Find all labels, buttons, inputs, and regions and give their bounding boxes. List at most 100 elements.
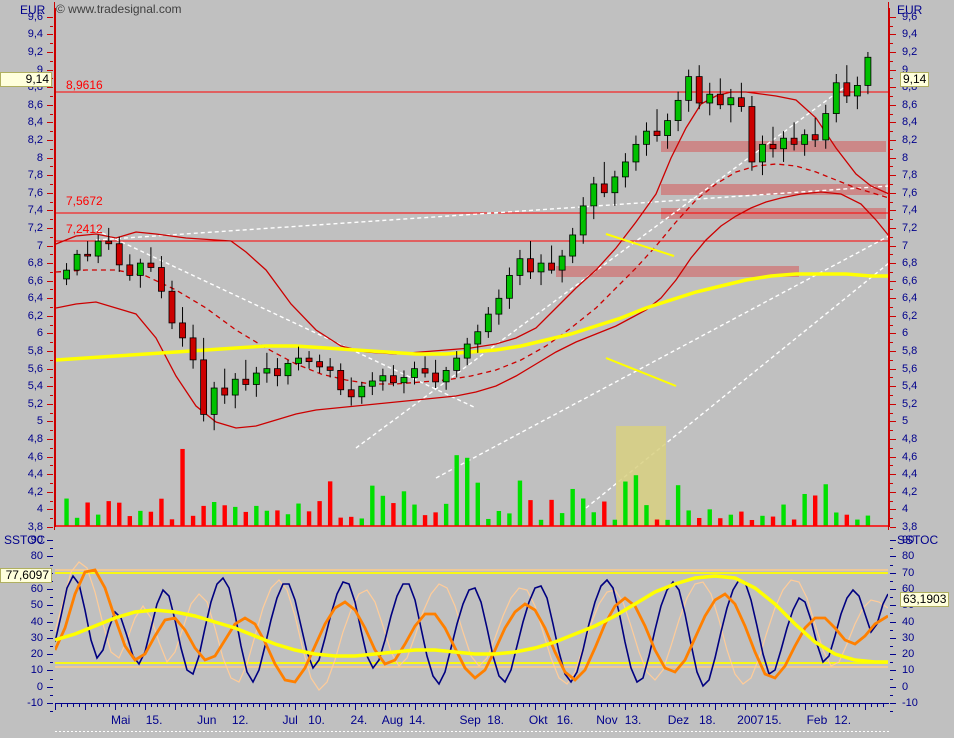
volume-bar bbox=[791, 519, 797, 526]
price-minor-tick bbox=[50, 465, 53, 467]
price-tick-mark bbox=[890, 69, 896, 71]
price-tick-mark bbox=[890, 175, 896, 177]
time-tick bbox=[589, 704, 590, 707]
volume-bar bbox=[591, 512, 596, 526]
candle-body bbox=[105, 240, 113, 245]
time-tick bbox=[625, 704, 626, 710]
time-tick bbox=[703, 704, 704, 707]
sstoc-minor-tick bbox=[890, 564, 893, 566]
sstoc-tick-label: -10 bbox=[27, 697, 43, 709]
price-tick-label: 9,2 bbox=[902, 45, 918, 58]
price-tick-label: 6,8 bbox=[27, 257, 43, 270]
sstoc-minor-tick bbox=[890, 711, 893, 713]
volume-bar bbox=[254, 505, 259, 526]
time-tick bbox=[649, 704, 650, 707]
time-tick bbox=[721, 704, 722, 707]
candle-body bbox=[853, 85, 861, 97]
candle-body bbox=[484, 313, 492, 333]
candle-body bbox=[759, 143, 766, 163]
candle-body bbox=[411, 368, 418, 378]
candle-body bbox=[136, 262, 144, 276]
sstoc-axis-title-left: SSTOC bbox=[4, 533, 46, 547]
current-price-badge-right: 9,14 bbox=[900, 72, 930, 87]
candle-body bbox=[147, 262, 155, 268]
sstoc-badge-left: 77,6097 bbox=[0, 568, 52, 583]
price-minor-tick bbox=[890, 412, 893, 414]
sstoc-tick-mark bbox=[47, 605, 53, 607]
price-tick-label: 4 bbox=[36, 503, 43, 516]
price-tick-label: 7,2 bbox=[902, 221, 918, 234]
time-tick bbox=[715, 704, 716, 710]
price-tick-label: 5,4 bbox=[902, 380, 918, 393]
candle-body bbox=[242, 378, 250, 385]
price-tick-label: 8,2 bbox=[27, 133, 43, 146]
moving-average-line bbox=[56, 272, 889, 362]
time-tick bbox=[559, 704, 560, 707]
price-tick-mark bbox=[47, 491, 53, 493]
price-level-label-2: 7,5672 bbox=[66, 194, 103, 208]
volume-bar bbox=[264, 510, 270, 526]
time-tick bbox=[595, 704, 596, 710]
time-tick bbox=[181, 704, 182, 707]
time-tick bbox=[841, 704, 842, 707]
price-minor-tick bbox=[890, 342, 893, 344]
time-tick bbox=[433, 704, 434, 707]
price-minor-tick bbox=[50, 43, 53, 45]
volume-bar bbox=[370, 485, 375, 526]
time-tick bbox=[577, 704, 578, 707]
sstoc-scale-right[interactable]: 9080706050403020100-10 bbox=[889, 0, 954, 738]
manual-trend-segments bbox=[605, 233, 677, 387]
candle-body bbox=[442, 370, 450, 383]
sstoc-minor-tick bbox=[50, 597, 53, 599]
volume-bar bbox=[528, 500, 533, 526]
price-minor-tick bbox=[50, 236, 53, 238]
price-chart-panel[interactable] bbox=[55, 8, 890, 527]
volume-bar bbox=[770, 516, 776, 526]
price-minor-tick bbox=[890, 25, 893, 27]
volume-bar bbox=[718, 518, 723, 526]
candle-body bbox=[748, 106, 756, 163]
price-tick-mark bbox=[890, 368, 896, 370]
sstoc-scale-left[interactable]: 9080706050403020100-10 bbox=[0, 0, 55, 738]
price-minor-tick bbox=[890, 271, 893, 273]
volume-bar bbox=[496, 510, 502, 526]
time-tick bbox=[367, 704, 368, 707]
time-tick bbox=[823, 704, 824, 707]
sstoc-indicator-panel[interactable] bbox=[55, 532, 888, 707]
volume-bar bbox=[665, 519, 670, 526]
time-tick bbox=[157, 704, 158, 707]
price-tick-mark bbox=[47, 69, 53, 71]
price-tick-mark bbox=[890, 333, 896, 335]
volume-bar bbox=[812, 495, 818, 526]
price-scale-right[interactable]: 9,6 9,4 9,2 9 8,8 8,6 8,4 8,2 8 7,8 7,6 7,4 7,2 7 6,8 6… bbox=[889, 0, 954, 738]
frame-right-price bbox=[888, 2, 889, 530]
volume-bar bbox=[296, 503, 301, 526]
time-tick bbox=[415, 704, 416, 710]
time-tick bbox=[421, 704, 422, 707]
price-minor-tick bbox=[50, 395, 53, 397]
candle-body bbox=[94, 240, 102, 257]
time-tick bbox=[127, 704, 128, 707]
time-tick bbox=[85, 704, 86, 710]
time-tick bbox=[523, 704, 524, 707]
price-minor-tick bbox=[50, 289, 53, 291]
sstoc-minor-tick bbox=[890, 580, 893, 582]
price-tick-label: 4,8 bbox=[902, 433, 918, 446]
price-tick-mark bbox=[47, 34, 53, 36]
price-scale-left[interactable]: 9,6 9,4 9,2 9 8,8 8,6 8,4 8,2 8 7,8 7,6 7,4 7,2 7 6,8 6… bbox=[0, 0, 55, 738]
sstoc-minor-tick bbox=[50, 629, 53, 631]
time-tick bbox=[763, 704, 764, 707]
price-tick-label: 4,4 bbox=[27, 468, 43, 481]
price-minor-tick bbox=[50, 483, 53, 485]
candle-body bbox=[474, 331, 482, 345]
price-minor-tick bbox=[890, 43, 893, 45]
price-tick-mark bbox=[890, 439, 896, 441]
price-tick-label: 6 bbox=[36, 327, 43, 340]
time-tick bbox=[337, 704, 338, 707]
time-tick bbox=[301, 704, 302, 707]
price-minor-tick bbox=[890, 430, 893, 432]
candle-body bbox=[126, 264, 134, 276]
price-minor-tick bbox=[50, 307, 53, 309]
price-tick-mark bbox=[47, 245, 53, 247]
